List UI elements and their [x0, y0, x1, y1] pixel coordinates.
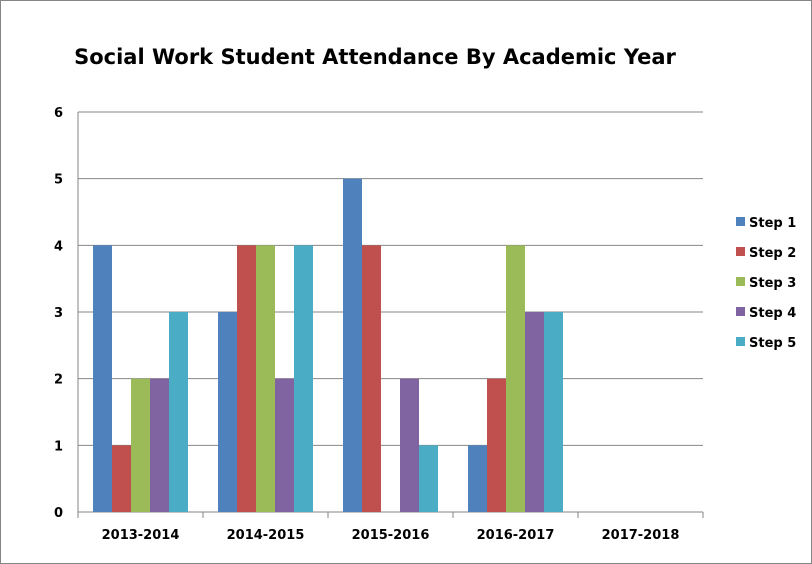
x-tick-label: 2016-2017	[477, 528, 555, 543]
x-tick-label: 2013-2014	[102, 528, 180, 543]
y-tick-label: 1	[54, 439, 63, 454]
legend-swatch	[736, 307, 745, 316]
bar	[343, 178, 362, 512]
bar	[544, 312, 563, 512]
bar	[169, 312, 188, 512]
bar	[525, 312, 544, 512]
chart-title: Social Work Student Attendance By Academ…	[74, 45, 676, 69]
y-tick-label: 5	[54, 173, 63, 188]
bar	[487, 378, 506, 512]
legend-swatch	[736, 247, 745, 256]
bar	[218, 312, 237, 512]
bar	[275, 378, 294, 512]
bar	[506, 245, 525, 513]
bar	[112, 445, 131, 512]
legend-label: Step 5	[749, 336, 796, 351]
bar	[419, 445, 438, 512]
bar	[93, 245, 112, 513]
legend-swatch	[736, 277, 745, 286]
y-tick-label: 6	[54, 106, 63, 121]
legend-label: Step 2	[749, 246, 796, 261]
bar	[131, 378, 150, 512]
legend-label: Step 3	[749, 276, 796, 291]
legend-label: Step 4	[749, 306, 796, 321]
bar	[362, 245, 381, 513]
y-tick-label: 0	[54, 506, 63, 521]
bar	[400, 378, 419, 512]
bar	[150, 378, 169, 512]
x-tick-label: 2017-2018	[602, 528, 680, 543]
bar	[256, 245, 275, 513]
legend-label: Step 1	[749, 216, 796, 231]
bar	[237, 245, 256, 513]
y-tick-label: 2	[54, 373, 63, 388]
legend-swatch	[736, 217, 745, 226]
y-tick-label: 3	[54, 306, 63, 321]
bar	[294, 245, 313, 513]
x-tick-label: 2014-2015	[227, 528, 305, 543]
x-tick-label: 2015-2016	[352, 528, 430, 543]
legend-swatch	[736, 337, 745, 346]
y-tick-label: 4	[54, 239, 63, 254]
bar	[468, 445, 487, 512]
